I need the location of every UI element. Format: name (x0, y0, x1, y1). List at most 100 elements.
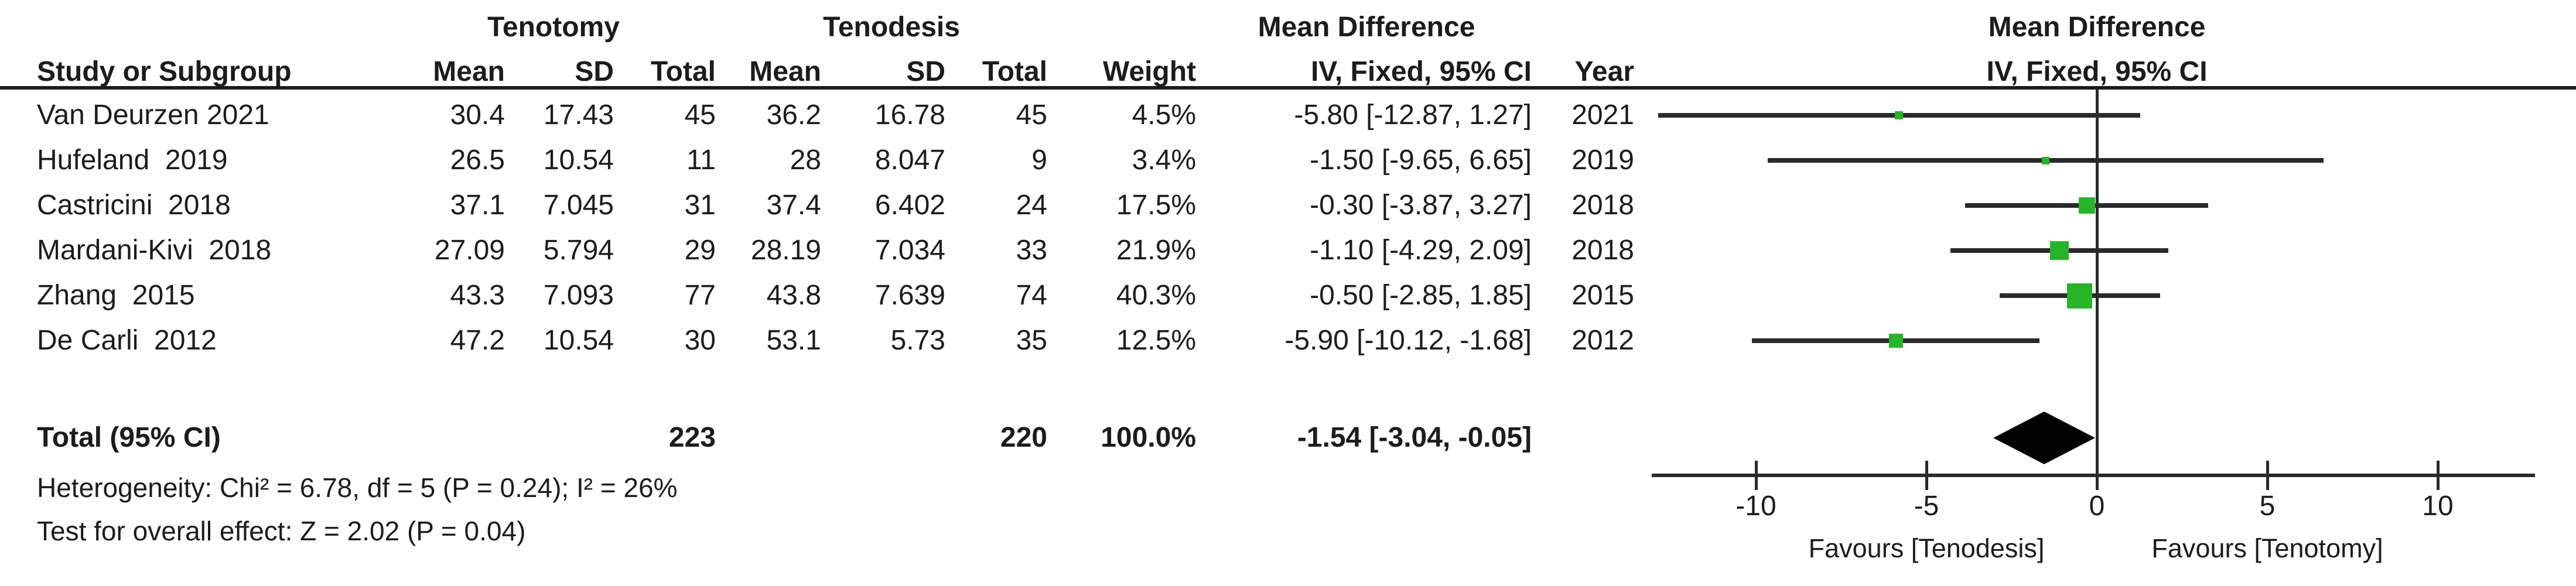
total-tenotomy-value: 29 (684, 235, 716, 266)
total-tenotomy-value: 11 (686, 145, 716, 176)
group-header-tenotomy: Tenotomy (487, 12, 620, 43)
zero-line (2095, 88, 2099, 475)
ci-value: -1.10 [-4.29, 2.09] (1310, 235, 1532, 266)
column-header-ci: IV, Fixed, 95% CI (1310, 56, 1532, 87)
weight-value: 17.5% (1116, 190, 1196, 221)
total-tenotomy-value: 77 (684, 280, 716, 311)
total-ci: -1.54 [-3.04, -0.05] (1297, 422, 1532, 453)
weight-value: 12.5% (1116, 325, 1196, 356)
total-label: Total (95% CI) (37, 422, 221, 453)
group-header-mean-difference: Mean Difference (1258, 12, 1475, 43)
sd-tenotomy-value: 10.54 (543, 145, 614, 176)
total-tenotomy-value: 45 (684, 100, 716, 131)
mean-tenotomy-value: 27.09 (434, 235, 505, 266)
total-tenodesis-value: 74 (1016, 280, 1047, 311)
axis-tick (2266, 461, 2269, 490)
study-label: Mardani-Kivi 2018 (37, 235, 272, 266)
ci-value: -0.30 [-3.87, 3.27] (1310, 190, 1532, 221)
mean-tenodesis-value: 37.4 (766, 190, 821, 221)
mean-tenotomy-value: 47.2 (450, 325, 505, 356)
axis-tick (1925, 461, 1928, 490)
ci-value: -5.90 [-10.12, -1.68] (1284, 325, 1532, 356)
mean-tenodesis-value: 53.1 (766, 325, 821, 356)
column-header-year: Year (1574, 56, 1634, 87)
total-diamond (1993, 412, 2096, 464)
axis-tick (2436, 461, 2440, 490)
effect-marker (2078, 197, 2095, 214)
axis-tick-label: -5 (1914, 491, 1939, 522)
effect-marker (1895, 111, 1904, 119)
effect-marker (2067, 283, 2093, 309)
overall-effect-text: Test for overall effect: Z = 2.02 (P = 0… (37, 516, 526, 546)
study-label: De Carli 2012 (37, 325, 217, 356)
study-label: Zhang 2015 (37, 280, 195, 311)
axis-tick-label: 0 (2089, 491, 2105, 522)
column-header-total-tenotomy: Total (650, 56, 716, 87)
sd-tenodesis-value: 7.639 (874, 280, 945, 311)
total-tenodesis-value: 9 (1031, 145, 1047, 176)
effect-marker (1888, 334, 1903, 348)
column-header-weight: Weight (1102, 56, 1196, 87)
sd-tenodesis-value: 16.78 (874, 100, 945, 131)
sd-tenodesis-value: 8.047 (874, 145, 945, 176)
column-header-ci-plot: IV, Fixed, 95% CI (1986, 56, 2208, 87)
ci-value: -0.50 [-2.85, 1.85] (1310, 280, 1532, 311)
effect-marker (2042, 156, 2050, 165)
axis-tick (2095, 461, 2099, 490)
sd-tenotomy-value: 7.045 (543, 190, 614, 221)
weight-value: 40.3% (1116, 280, 1196, 311)
sd-tenotomy-value: 10.54 (543, 325, 614, 356)
mean-tenotomy-value: 43.3 (450, 280, 505, 311)
year-value: 2012 (1571, 325, 1634, 356)
mean-tenodesis-value: 36.2 (766, 100, 821, 131)
year-value: 2015 (1571, 280, 1634, 311)
total-tenodesis-value: 45 (1016, 100, 1047, 131)
axis-tick-label: 5 (2259, 491, 2276, 522)
mean-tenodesis-value: 28 (790, 145, 821, 176)
sd-tenotomy-value: 7.093 (543, 280, 614, 311)
year-value: 2018 (1571, 235, 1634, 266)
total-tenodesis-value: 33 (1016, 235, 1047, 266)
heterogeneity-text: Heterogeneity: Chi² = 6.78, df = 5 (P = … (37, 472, 678, 503)
column-header-sd-tenotomy: SD (575, 56, 614, 87)
weight-value: 4.5% (1132, 100, 1196, 131)
year-value: 2021 (1571, 100, 1634, 131)
ci-value: -1.50 [-9.65, 6.65] (1310, 145, 1532, 176)
sd-tenodesis-value: 6.402 (874, 190, 945, 221)
x-axis-line (1652, 474, 2535, 477)
year-value: 2019 (1571, 145, 1634, 176)
header-divider-line (0, 86, 2576, 90)
total-weight: 100.0% (1101, 422, 1196, 453)
total-tenotomy-value: 30 (684, 325, 716, 356)
axis-tick-label: 10 (2422, 491, 2454, 522)
axis-tick-label: -10 (1735, 491, 1776, 522)
column-header-study: Study or Subgroup (37, 56, 292, 87)
sd-tenodesis-value: 5.73 (890, 325, 945, 356)
weight-value: 3.4% (1132, 145, 1196, 176)
total-n-tenodesis: 220 (1000, 422, 1047, 453)
study-label: Castricini 2018 (37, 190, 231, 221)
favours-right-label: Favours [Tenotomy] (2151, 533, 2383, 563)
mean-tenotomy-value: 26.5 (450, 145, 505, 176)
column-header-mean-tenodesis: Mean (749, 56, 821, 87)
sd-tenotomy-value: 17.43 (543, 100, 614, 131)
column-header-sd-tenodesis: SD (906, 56, 945, 87)
column-header-mean-tenotomy: Mean (433, 56, 505, 87)
column-header-total-tenodesis: Total (982, 56, 1047, 87)
study-label: Van Deurzen 2021 (37, 100, 269, 131)
group-header-tenodesis: Tenodesis (823, 12, 960, 43)
weight-value: 21.9% (1116, 235, 1196, 266)
ci-value: -5.80 [-12.87, 1.27] (1294, 100, 1532, 131)
mean-tenotomy-value: 30.4 (450, 100, 505, 131)
study-label: Hufeland 2019 (37, 145, 228, 176)
axis-tick (1754, 461, 1758, 490)
mean-tenodesis-value: 28.19 (750, 235, 821, 266)
mean-tenotomy-value: 37.1 (450, 190, 505, 221)
total-tenodesis-value: 35 (1016, 325, 1047, 356)
total-n-tenotomy: 223 (668, 422, 716, 453)
total-tenodesis-value: 24 (1016, 190, 1047, 221)
year-value: 2018 (1571, 190, 1634, 221)
effect-marker (2049, 241, 2069, 260)
mean-tenodesis-value: 43.8 (766, 280, 821, 311)
